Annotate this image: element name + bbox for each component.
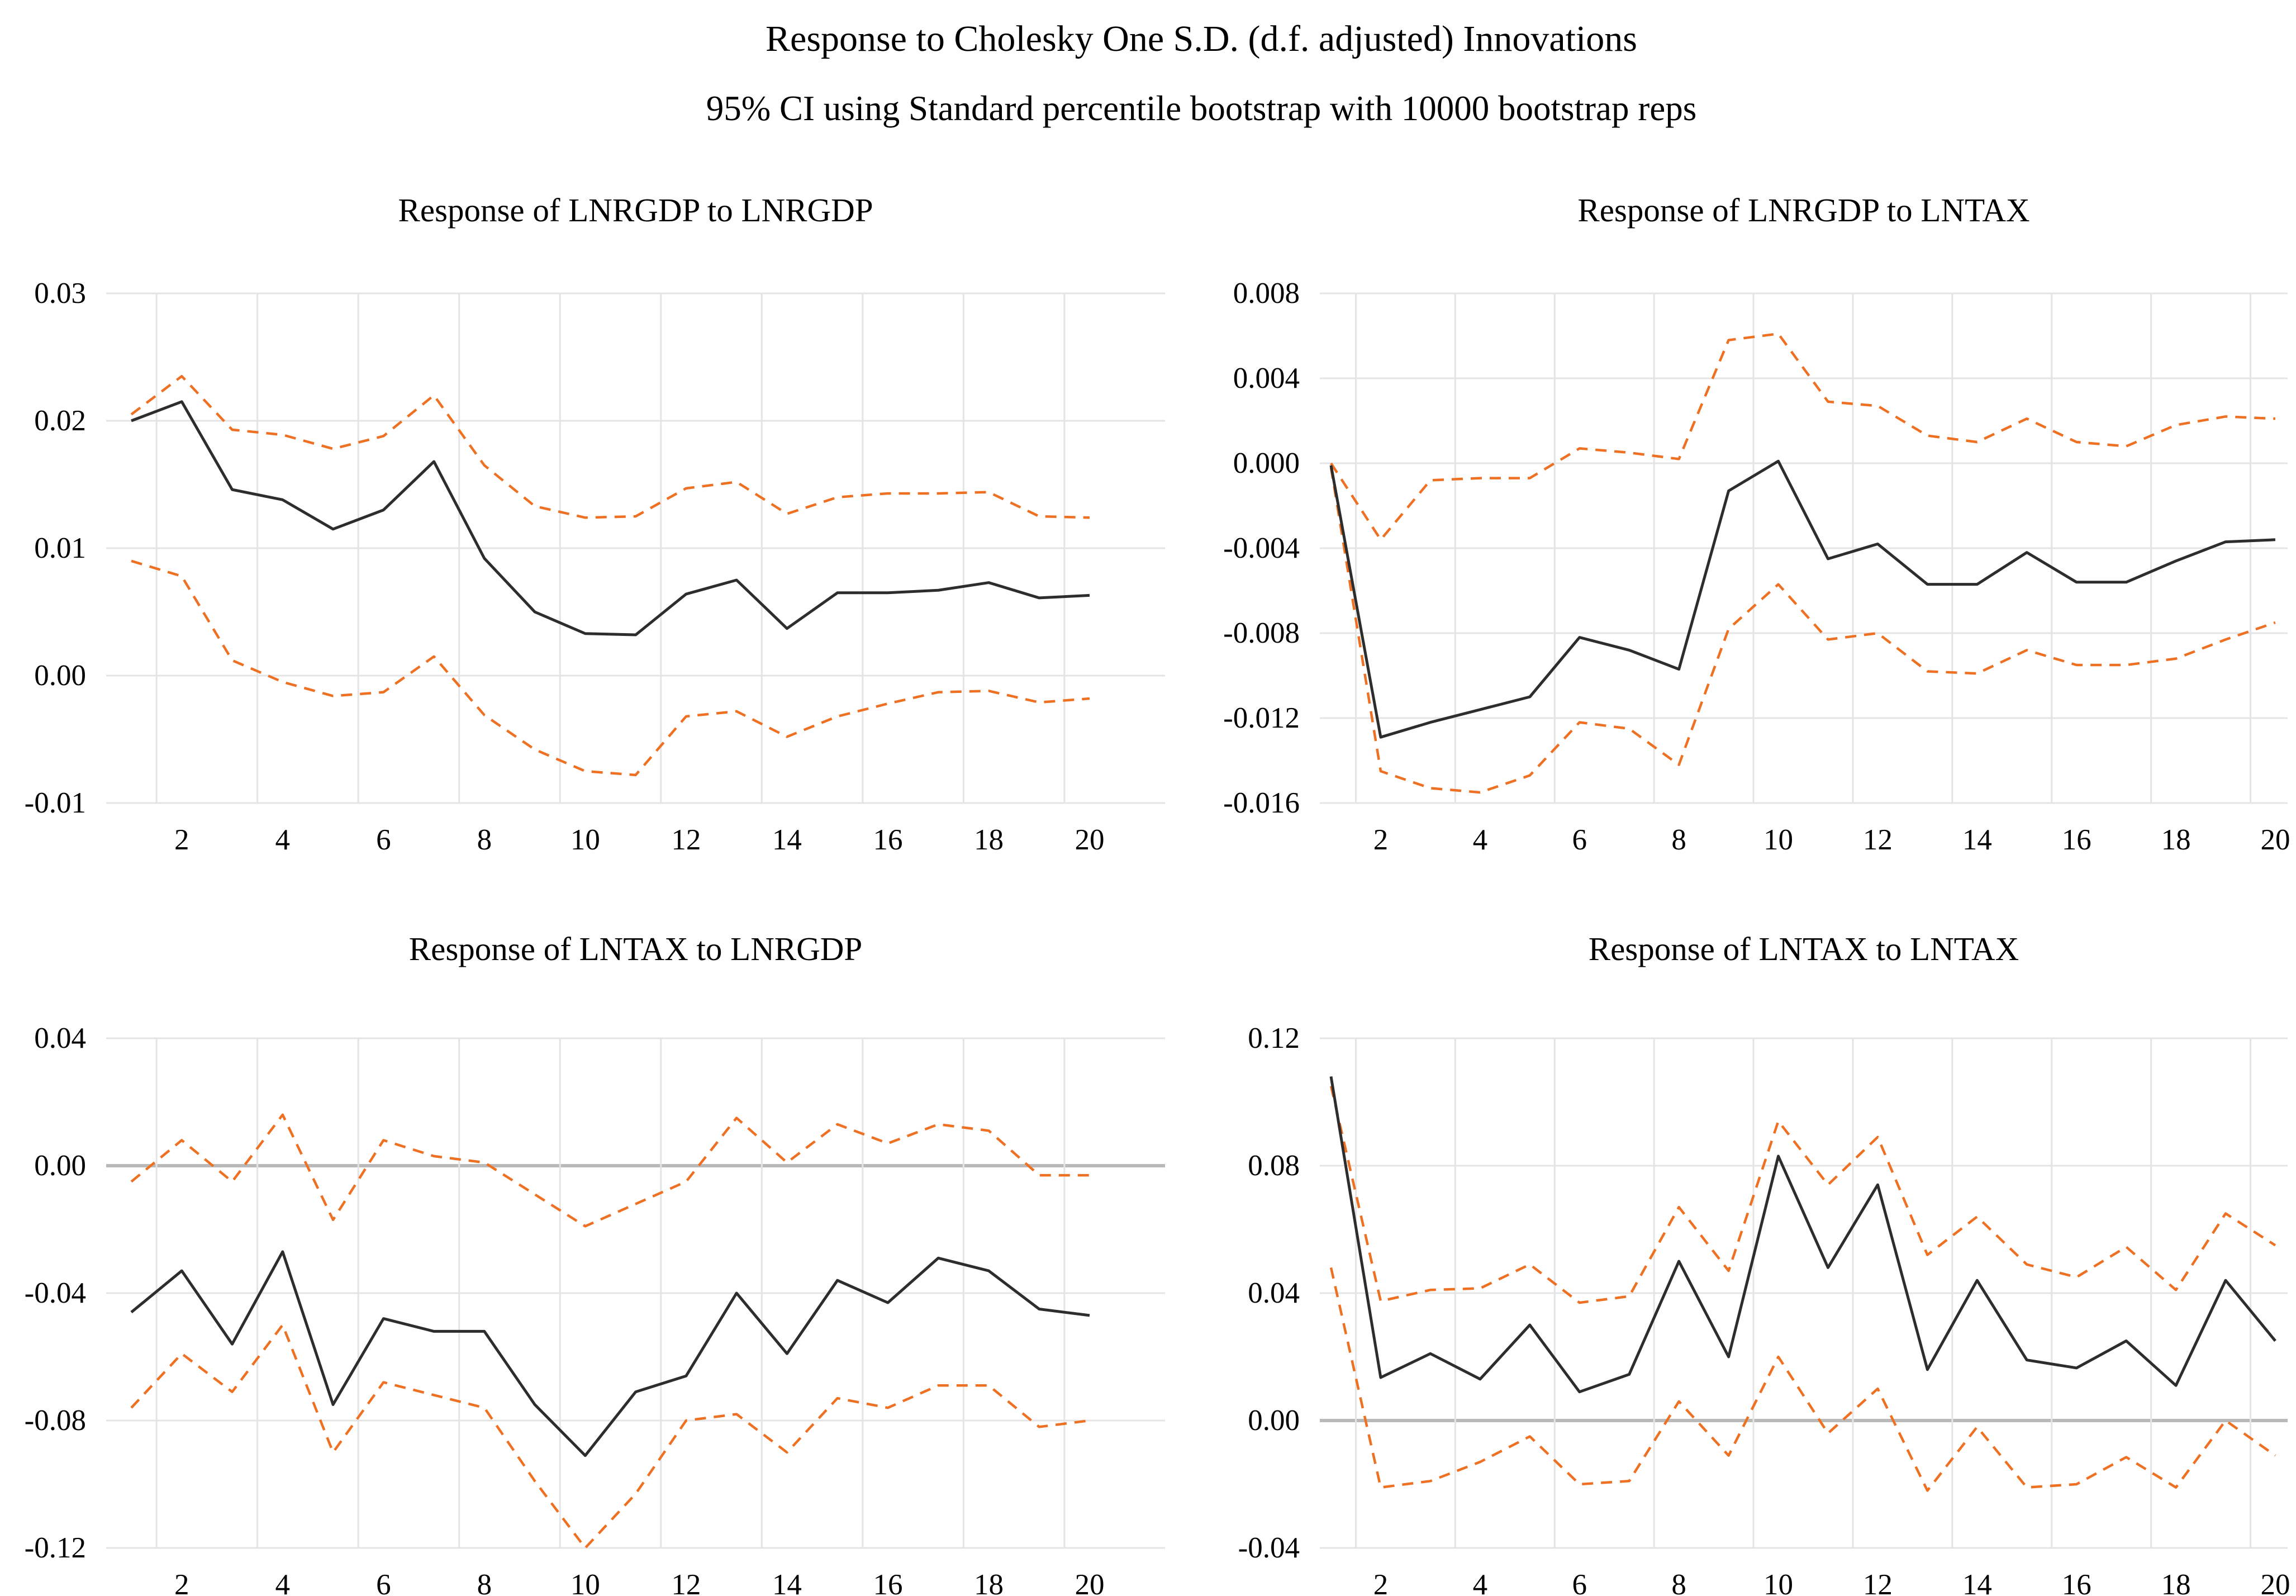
panel-title-response-lntax-to-lntax: Response of LNTAX to LNTAX bbox=[1588, 930, 2019, 967]
svg-text:0.008: 0.008 bbox=[1233, 277, 1300, 310]
svg-text:0.04: 0.04 bbox=[34, 1022, 86, 1054]
panel-title-response-lntax-to-lnrgdp: Response of LNTAX to LNRGDP bbox=[408, 930, 863, 967]
svg-text:18: 18 bbox=[974, 824, 1004, 856]
svg-text:2: 2 bbox=[1373, 1569, 1389, 1596]
svg-text:4: 4 bbox=[1473, 824, 1488, 856]
svg-text:-0.012: -0.012 bbox=[1223, 702, 1300, 734]
y-tick-labels: 0.12 0.08 0.04 0.00 -0.04 bbox=[1238, 1022, 1300, 1564]
svg-text:2: 2 bbox=[174, 824, 189, 856]
svg-text:18: 18 bbox=[2161, 1569, 2191, 1596]
panel-1: 0.008 0.004 0.000 -0.004 -0.008 -0.012 -0.016 2… bbox=[1223, 277, 2290, 856]
svg-text:8: 8 bbox=[1671, 824, 1686, 856]
svg-text:-0.004: -0.004 bbox=[1223, 532, 1300, 564]
svg-text:14: 14 bbox=[772, 1569, 802, 1596]
svg-text:10: 10 bbox=[571, 1569, 600, 1596]
svg-text:10: 10 bbox=[1763, 824, 1793, 856]
svg-text:-0.04: -0.04 bbox=[1238, 1532, 1300, 1564]
svg-text:0.02: 0.02 bbox=[34, 405, 86, 437]
svg-text:2: 2 bbox=[174, 1569, 189, 1596]
response-line bbox=[130, 1250, 1090, 1457]
svg-text:0.01: 0.01 bbox=[34, 532, 86, 564]
figure-title: Response to Cholesky One S.D. (d.f. adju… bbox=[766, 18, 1637, 59]
svg-text:4: 4 bbox=[1473, 1569, 1488, 1596]
svg-text:12: 12 bbox=[1863, 1569, 1893, 1596]
svg-text:0.00: 0.00 bbox=[34, 659, 86, 692]
svg-text:-0.01: -0.01 bbox=[25, 787, 86, 819]
svg-text:16: 16 bbox=[873, 824, 902, 856]
lower-95-ci-line bbox=[131, 559, 1090, 777]
panel-title-response-lnrgdp-to-lnrgdp: Response of LNRGDP to LNRGDP bbox=[398, 192, 873, 229]
x-tick-labels: 2 4 6 8 10 12 14 16 18 20 bbox=[1373, 1569, 2290, 1596]
x-tick-labels: 2 4 6 8 10 12 14 16 18 20 bbox=[174, 824, 1104, 856]
gridlines bbox=[106, 1037, 1165, 1549]
svg-text:6: 6 bbox=[1572, 824, 1587, 856]
panel-2: 0.04 0.00 -0.04 -0.08 -0.12 2 4 6 8 10 12 14 16 18 20 bbox=[25, 1022, 1165, 1596]
svg-text:0.03: 0.03 bbox=[34, 277, 86, 310]
y-tick-labels: 0.04 0.00 -0.04 -0.08 -0.12 bbox=[25, 1022, 86, 1564]
svg-text:12: 12 bbox=[671, 1569, 701, 1596]
svg-text:12: 12 bbox=[1863, 824, 1893, 856]
svg-text:20: 20 bbox=[1075, 1569, 1105, 1596]
svg-text:6: 6 bbox=[1572, 1569, 1587, 1596]
svg-text:0.00: 0.00 bbox=[1248, 1404, 1300, 1437]
svg-text:-0.008: -0.008 bbox=[1223, 617, 1300, 649]
svg-text:20: 20 bbox=[2261, 1569, 2290, 1596]
svg-text:4: 4 bbox=[275, 824, 291, 856]
gridlines bbox=[1320, 292, 2288, 804]
svg-text:12: 12 bbox=[671, 824, 701, 856]
gridlines bbox=[106, 292, 1165, 804]
response-line bbox=[131, 400, 1090, 636]
svg-text:0.004: 0.004 bbox=[1233, 362, 1300, 395]
lower-95-ci-line bbox=[130, 1323, 1090, 1550]
svg-text:8: 8 bbox=[477, 824, 492, 856]
svg-text:20: 20 bbox=[1075, 824, 1105, 856]
panel-0: 0.03 0.02 0.01 0.00 -0.01 2 4 6 8 10 12 14 16 18 20 bbox=[25, 277, 1165, 856]
y-tick-labels: 0.008 0.004 0.000 -0.004 -0.008 -0.012 -0.016 bbox=[1223, 277, 1300, 819]
svg-text:14: 14 bbox=[772, 824, 802, 856]
lower-95-ci-line bbox=[1329, 467, 2276, 794]
upper-95-ci-line bbox=[130, 1113, 1090, 1228]
upper-95-ci-line bbox=[1330, 332, 2276, 542]
svg-text:18: 18 bbox=[974, 1569, 1004, 1596]
y-tick-labels: 0.03 0.02 0.01 0.00 -0.01 bbox=[25, 277, 86, 819]
svg-text:0.04: 0.04 bbox=[1248, 1277, 1300, 1309]
figure-subtitle: 95% CI using Standard percentile bootstr… bbox=[706, 89, 1697, 128]
x-tick-labels: 2 4 6 8 10 12 14 16 18 20 bbox=[174, 1569, 1104, 1596]
panel-3: 0.12 0.08 0.04 0.00 -0.04 2 4 6 8 10 12 14 16 18 20 bbox=[1238, 1022, 2290, 1596]
svg-text:20: 20 bbox=[2261, 824, 2290, 856]
svg-text:10: 10 bbox=[1763, 1569, 1793, 1596]
x-tick-labels: 2 4 6 8 10 12 14 16 18 20 bbox=[1373, 824, 2290, 856]
panel-title-response-lnrgdp-to-lntax: Response of LNRGDP to LNTAX bbox=[1577, 192, 2030, 229]
upper-95-ci-line bbox=[1329, 1085, 2276, 1304]
upper-95-ci-line bbox=[130, 374, 1090, 519]
svg-text:8: 8 bbox=[1671, 1569, 1686, 1596]
svg-text:16: 16 bbox=[2062, 824, 2091, 856]
svg-text:6: 6 bbox=[376, 1569, 391, 1596]
svg-text:0.00: 0.00 bbox=[34, 1150, 86, 1182]
svg-text:8: 8 bbox=[477, 1569, 492, 1596]
svg-text:10: 10 bbox=[571, 824, 600, 856]
svg-text:-0.04: -0.04 bbox=[25, 1277, 86, 1309]
svg-text:6: 6 bbox=[376, 824, 391, 856]
response-line bbox=[1329, 1076, 2276, 1394]
svg-text:4: 4 bbox=[275, 1569, 291, 1596]
svg-text:14: 14 bbox=[1962, 824, 1992, 856]
svg-text:-0.08: -0.08 bbox=[25, 1404, 86, 1437]
svg-text:18: 18 bbox=[2161, 824, 2191, 856]
svg-text:0.000: 0.000 bbox=[1233, 447, 1300, 479]
svg-text:0.12: 0.12 bbox=[1248, 1022, 1300, 1054]
svg-text:14: 14 bbox=[1962, 1569, 1992, 1596]
svg-text:-0.016: -0.016 bbox=[1223, 787, 1300, 819]
svg-text:0.08: 0.08 bbox=[1248, 1150, 1300, 1182]
svg-text:2: 2 bbox=[1373, 824, 1389, 856]
svg-text:16: 16 bbox=[2062, 1569, 2091, 1596]
svg-text:16: 16 bbox=[873, 1569, 902, 1596]
gridlines bbox=[1320, 1037, 2288, 1549]
svg-text:-0.12: -0.12 bbox=[25, 1532, 86, 1564]
response-line bbox=[1329, 459, 2276, 739]
lower-95-ci-line bbox=[1329, 1267, 2276, 1492]
